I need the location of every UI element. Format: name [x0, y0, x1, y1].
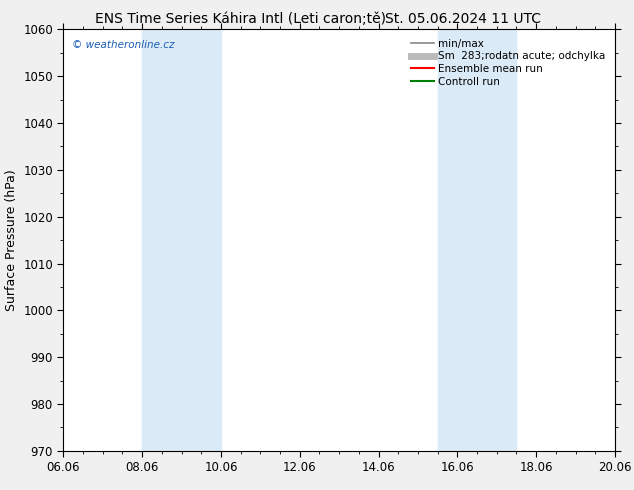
Legend: min/max, Sm  283;rodatn acute; odchylka, Ensemble mean run, Controll run: min/max, Sm 283;rodatn acute; odchylka, …: [407, 35, 610, 91]
Text: ENS Time Series Káhira Intl (Leti caron;tě): ENS Time Series Káhira Intl (Leti caron;…: [96, 12, 386, 26]
Text: © weatheronline.cz: © weatheronline.cz: [72, 40, 174, 50]
Bar: [437, 29, 517, 451]
Text: St. 05.06.2024 11 UTC: St. 05.06.2024 11 UTC: [385, 12, 541, 26]
Y-axis label: Surface Pressure (hPa): Surface Pressure (hPa): [4, 169, 18, 311]
Bar: [142, 29, 221, 451]
